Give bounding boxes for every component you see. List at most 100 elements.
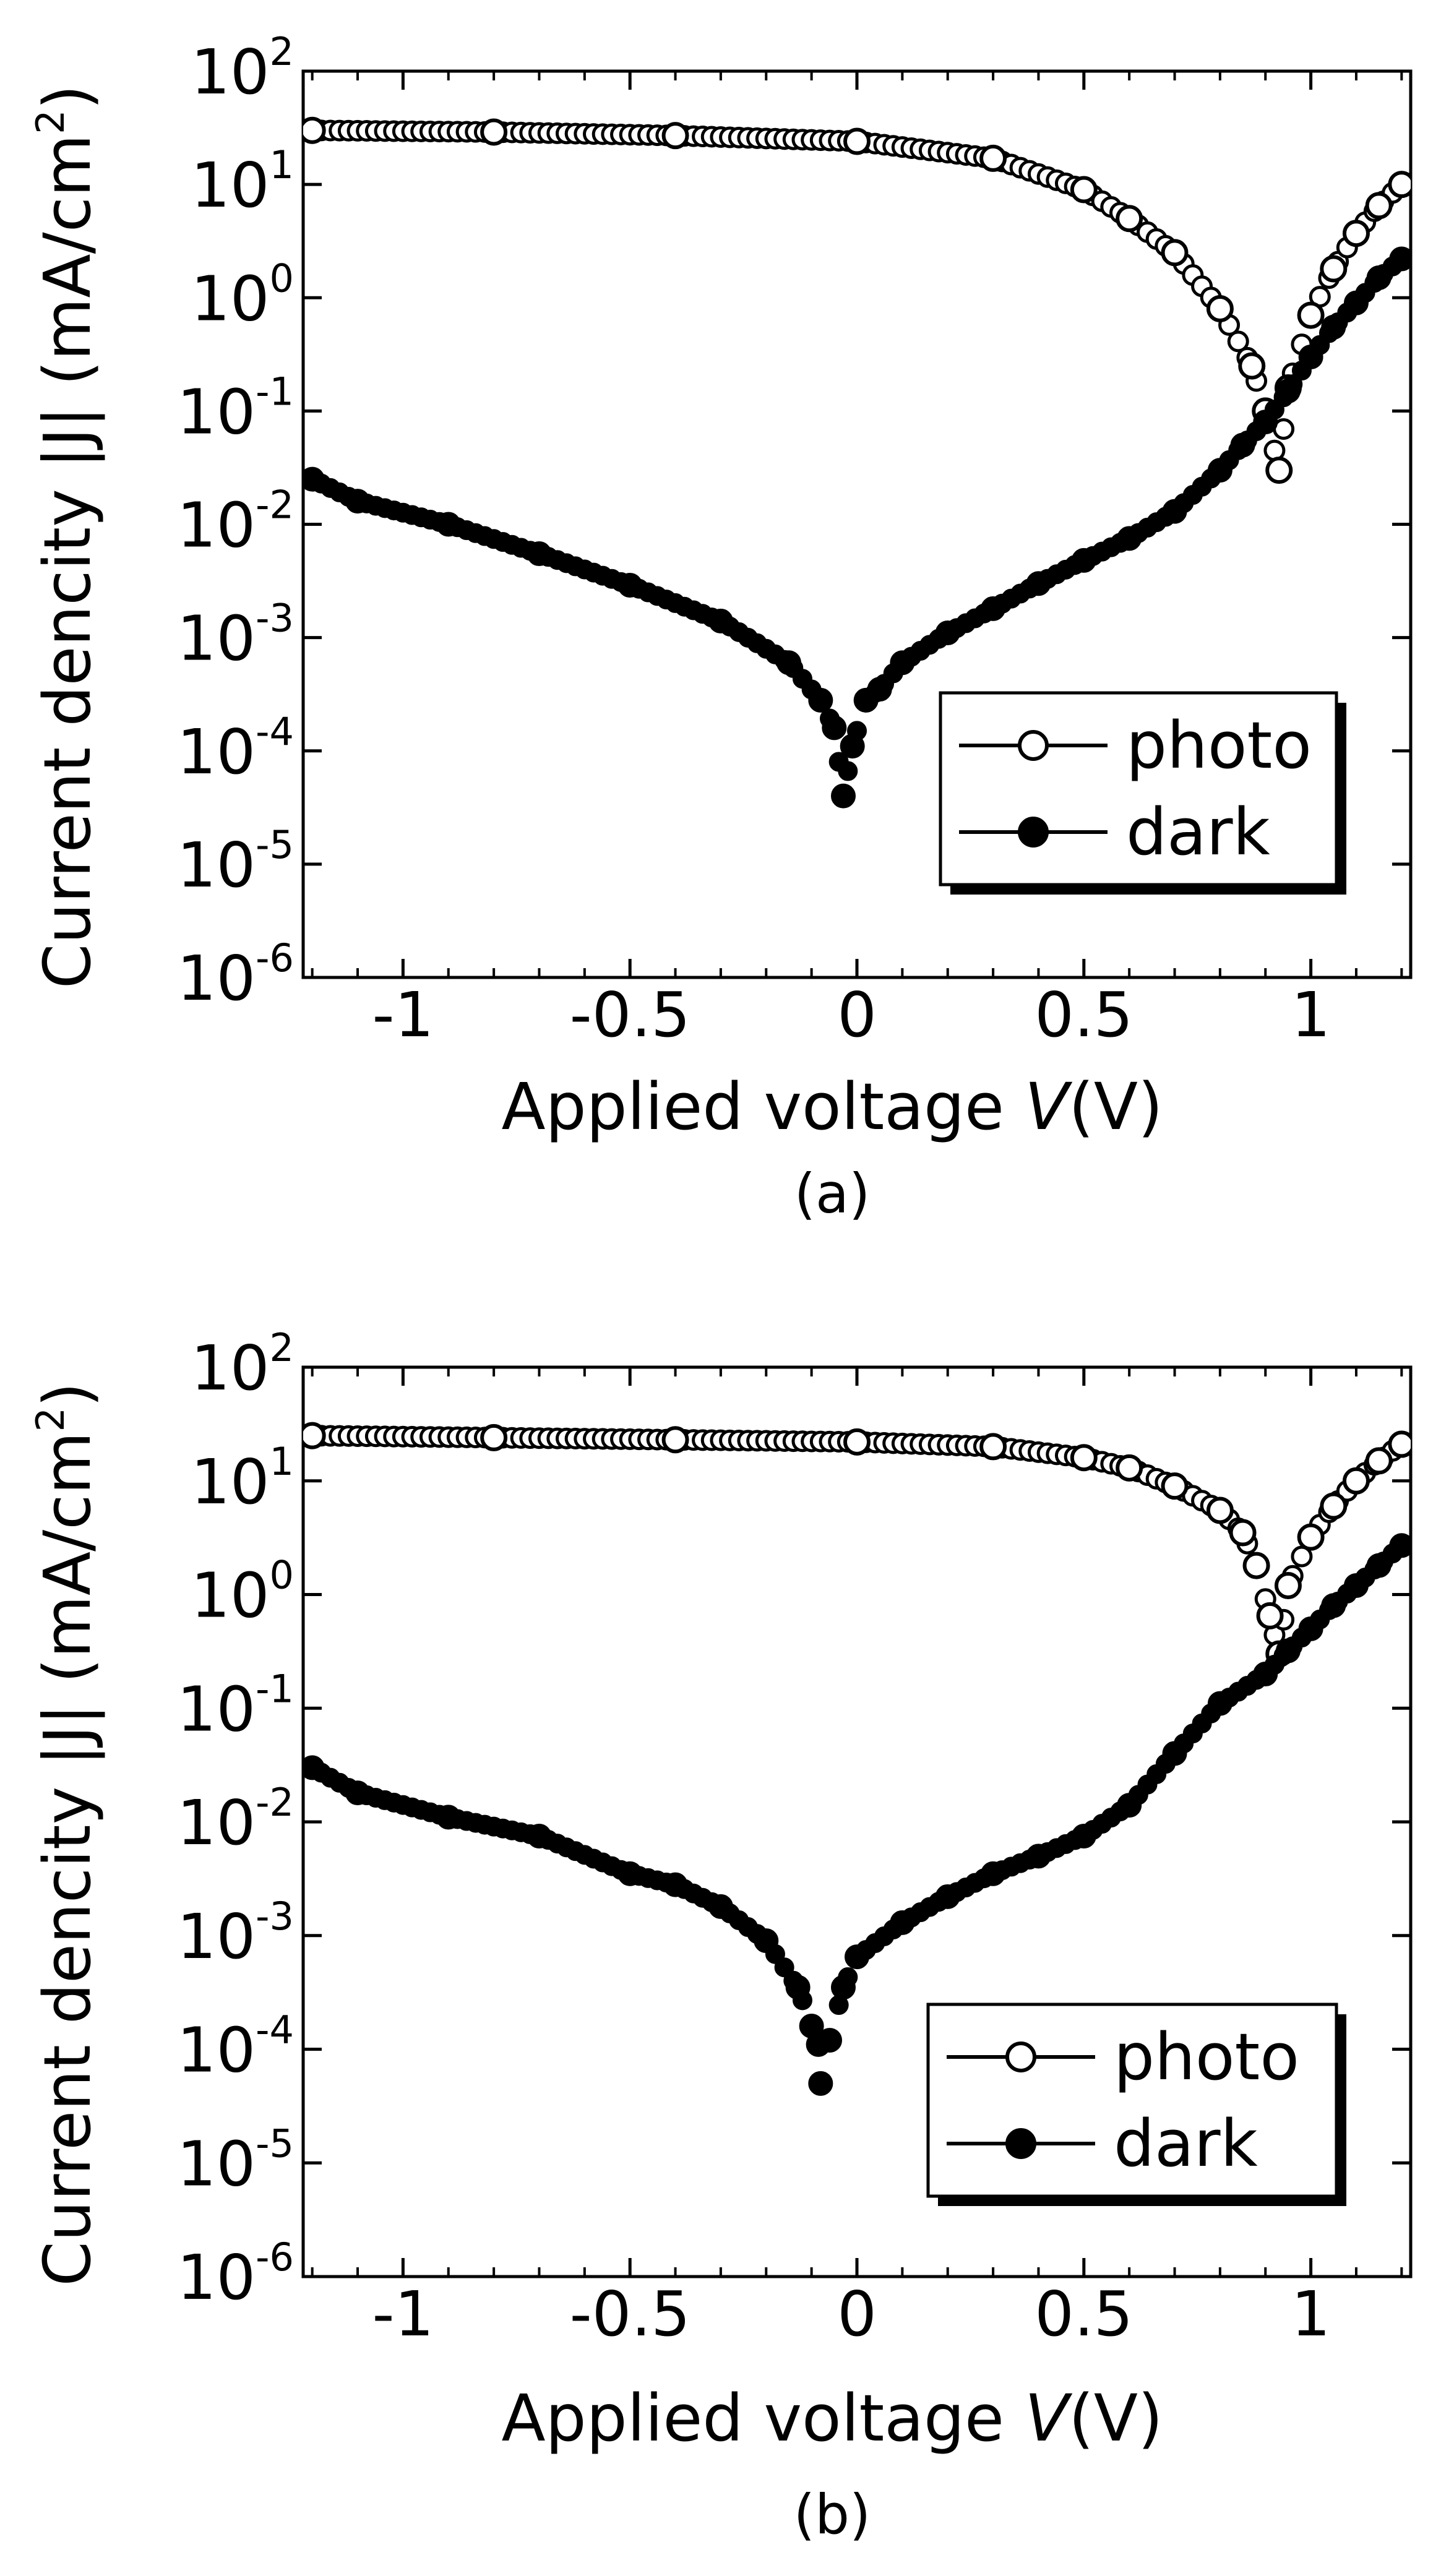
x-axis-title-text: Applied voltage bbox=[501, 2381, 1004, 2456]
dark-knot-point bbox=[1253, 1661, 1278, 1686]
x-tick-label: 1 bbox=[1291, 2278, 1331, 2350]
dark-knot-point bbox=[840, 734, 865, 759]
y-tick-label: 102 bbox=[191, 1325, 294, 1404]
photo-knot-point bbox=[1388, 1430, 1411, 1458]
dark-knot-point bbox=[1117, 526, 1142, 551]
photo-knot-point bbox=[1265, 457, 1293, 484]
dark-knot-point bbox=[708, 1894, 733, 1919]
photo-knot-point bbox=[979, 144, 1007, 172]
legend-marker-photo bbox=[1005, 2041, 1036, 2072]
dark-knot-point bbox=[663, 1872, 688, 1897]
y-tick-base: 10 bbox=[191, 1560, 269, 1632]
dark-knot-point bbox=[1298, 1616, 1323, 1641]
dark-knot-point bbox=[527, 541, 552, 567]
x-tick-label: -1 bbox=[372, 979, 434, 1051]
y-axis-title-text: Current dencity |J| (mA/cm bbox=[30, 134, 105, 989]
legend-marker-photo bbox=[1018, 730, 1049, 761]
dark-knot-point bbox=[1366, 265, 1392, 291]
y-tick-exponent: -6 bbox=[256, 2235, 294, 2280]
y-tick-base: 10 bbox=[191, 149, 269, 221]
x-tick-label: -0.5 bbox=[570, 979, 690, 1051]
dark-knot-point bbox=[1275, 379, 1301, 404]
x-axis-title: Applied voltage V(V) bbox=[501, 2381, 1163, 2456]
x-axis-title-space bbox=[1004, 2381, 1025, 2456]
x-tick-label: 0.5 bbox=[1035, 979, 1133, 1051]
y-tick-base: 10 bbox=[177, 829, 256, 901]
dark-knot-point bbox=[808, 2071, 833, 2096]
photo-knot-point bbox=[1256, 1602, 1284, 1629]
y-tick-label: 100 bbox=[191, 255, 294, 335]
legend-box bbox=[926, 2003, 1338, 2198]
photo-knot-point bbox=[1388, 171, 1411, 199]
photo-knot-point bbox=[843, 1428, 871, 1456]
y-tick-label: 10-6 bbox=[177, 2235, 294, 2314]
photo-knot-point bbox=[1365, 1447, 1393, 1475]
dark-knot-point bbox=[345, 1780, 371, 1806]
dark-knot-point bbox=[981, 1861, 1006, 1886]
y-tick-label: 10-3 bbox=[177, 596, 294, 675]
y-tick-label: 101 bbox=[191, 142, 294, 221]
x-axis-title-symbol: V bbox=[1025, 2381, 1073, 2456]
dark-knot-point bbox=[1298, 345, 1323, 370]
dark-knot-point bbox=[890, 650, 915, 676]
y-tick-label: 10-5 bbox=[177, 822, 294, 901]
dark-knot-point bbox=[527, 1823, 552, 1848]
dark-knot-point bbox=[830, 783, 856, 809]
dark-knot-point bbox=[1207, 458, 1232, 483]
photo-knot-point bbox=[1238, 352, 1266, 380]
dark-knot-point bbox=[1366, 1553, 1392, 1578]
legend-marker-dark bbox=[1018, 817, 1049, 848]
legend: photo dark bbox=[939, 691, 1346, 895]
y-tick-exponent: 0 bbox=[270, 1553, 294, 1598]
photo-knot-point bbox=[480, 118, 508, 146]
photo-knot-point bbox=[1320, 255, 1348, 283]
legend-marker-dark bbox=[1005, 2128, 1036, 2159]
y-tick-base: 10 bbox=[177, 376, 256, 448]
y-tick-exponent: -1 bbox=[256, 369, 294, 414]
y-tick-exponent: -5 bbox=[256, 2121, 294, 2166]
y-tick-base: 10 bbox=[191, 262, 269, 335]
y-tick-label: 101 bbox=[191, 1439, 294, 1518]
y-tick-label: 10-3 bbox=[177, 1894, 294, 1973]
photo-knot-point bbox=[979, 1433, 1007, 1461]
dark-knot-point bbox=[617, 1861, 643, 1886]
y-tick-base: 10 bbox=[177, 489, 256, 562]
y-tick-base: 10 bbox=[177, 603, 256, 675]
photo-knot-point bbox=[1242, 1552, 1270, 1579]
dark-knot-point bbox=[935, 1884, 960, 1909]
dark-knot-point bbox=[1071, 547, 1096, 573]
y-tick-base: 10 bbox=[191, 1332, 269, 1404]
x-axis-title: Applied voltage V(V) bbox=[501, 1069, 1163, 1144]
x-tick-label: -0.5 bbox=[570, 2278, 690, 2350]
y-axis-title: Current dencity |J| (mA/cm2) bbox=[28, 85, 105, 989]
dark-knot-point bbox=[890, 1910, 915, 1935]
y-axis-title: Current dencity |J| (mA/cm2) bbox=[28, 1382, 105, 2286]
photo-knot-point bbox=[303, 1422, 326, 1449]
dark-knot-point bbox=[785, 1975, 811, 2000]
y-tick-exponent: -2 bbox=[256, 483, 294, 528]
x-axis-title-text: Applied voltage bbox=[501, 1069, 1004, 1144]
y-tick-label: 10-2 bbox=[177, 1780, 294, 1859]
y-tick-exponent: 0 bbox=[270, 255, 294, 301]
y-axis-title-text: Current dencity |J| (mA/cm bbox=[30, 1432, 105, 2286]
photo-knot-point bbox=[1365, 192, 1393, 220]
photo-knot-point bbox=[1297, 1523, 1325, 1551]
y-tick-base: 10 bbox=[177, 1787, 256, 1859]
dark-knot-point bbox=[754, 1928, 779, 1954]
y-tick-exponent: 2 bbox=[270, 1325, 294, 1370]
dark-knot-point bbox=[1117, 1793, 1142, 1818]
dark-knot-point bbox=[845, 1944, 869, 1970]
dark-knot-point bbox=[1230, 432, 1255, 458]
y-tick-exponent: -3 bbox=[256, 1894, 294, 1939]
dark-knot-point bbox=[817, 2027, 842, 2053]
dark-knot-point bbox=[303, 1755, 325, 1780]
dark-knot-point bbox=[708, 608, 733, 633]
panel-caption: (a) bbox=[794, 1162, 871, 1226]
legend-label-photo: photo bbox=[1114, 2019, 1299, 2095]
y-tick-label: 10-4 bbox=[177, 2007, 294, 2087]
y-tick-label: 100 bbox=[191, 1553, 294, 1632]
dark-knot-point bbox=[1253, 410, 1278, 435]
dark-knot-point bbox=[436, 1805, 461, 1830]
photo-knot-point bbox=[1116, 205, 1143, 233]
